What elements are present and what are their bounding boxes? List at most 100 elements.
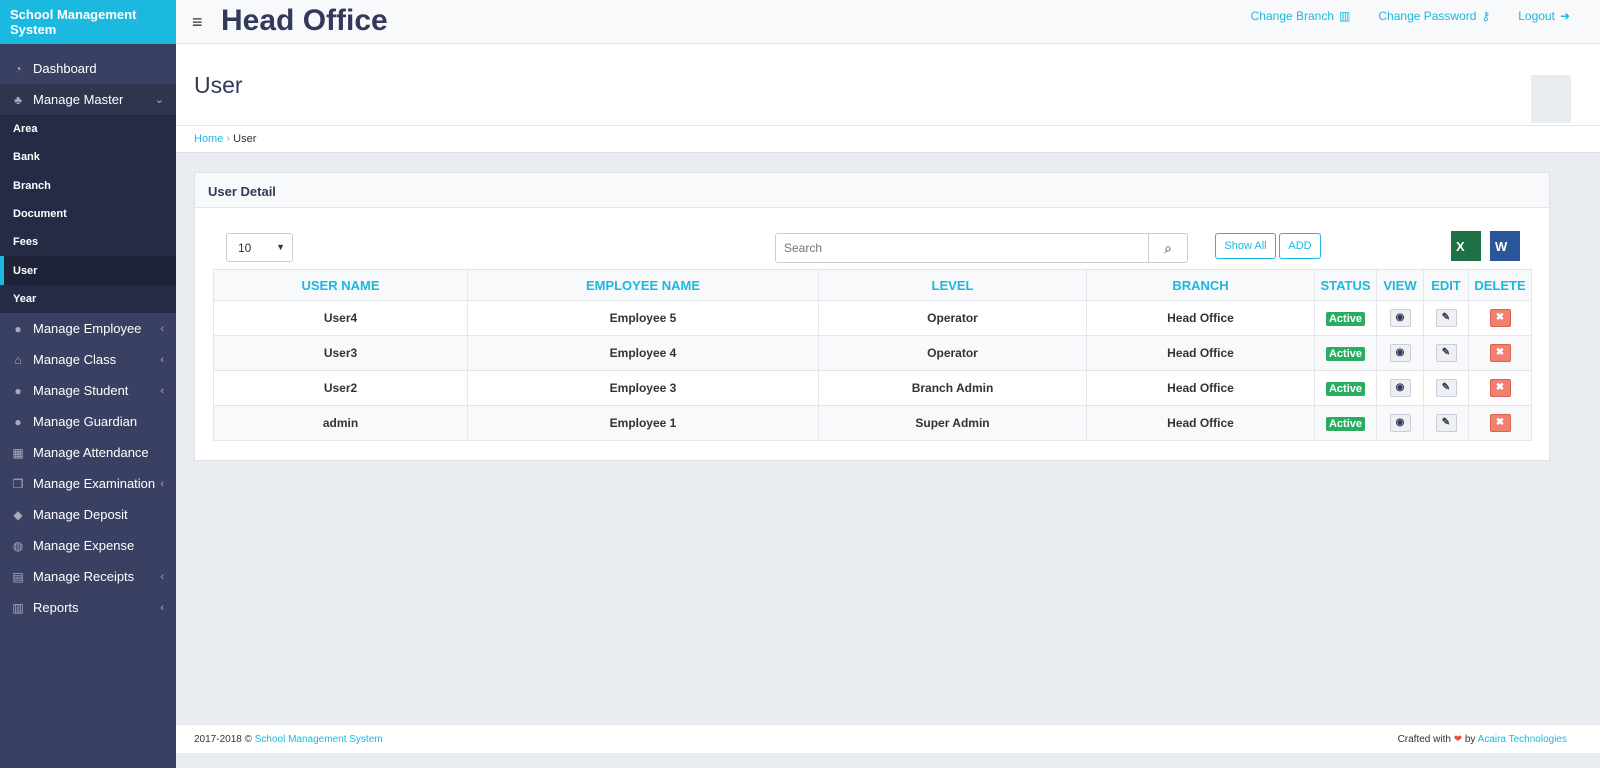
show-all-button[interactable]: Show All (1215, 233, 1276, 259)
sidebar-item-label: Manage Examination (33, 476, 156, 492)
submenu-item-branch[interactable]: Branch (13, 179, 51, 192)
delete-cell: ✖ (1468, 405, 1532, 441)
sidebar-item-reports[interactable]: ▥ Reports ‹ (0, 592, 176, 623)
edit-button[interactable]: ✎ (1435, 344, 1457, 362)
sidebar-item-label: Manage Class (33, 352, 117, 368)
page-header: User (176, 44, 1600, 126)
sitemap-icon: ♣ (14, 92, 22, 107)
system-link[interactable]: School Management System (254, 734, 383, 745)
status-badge: Active (1325, 347, 1366, 361)
eye-icon: ◉ (1395, 382, 1405, 393)
delete-button[interactable]: ✖ (1489, 344, 1511, 362)
sidebar-item-manage-master[interactable]: ♣ Manage Master ⌄ (0, 84, 176, 115)
sidebar-item-manage-receipts[interactable]: ▤ Manage Receipts ‹ (0, 561, 176, 592)
sidebar-item-manage-examination[interactable]: ❐ Manage Examination ‹ (0, 468, 176, 499)
submenu-item-year[interactable]: Year (13, 292, 37, 305)
sidebar-nav: ◔ Dashboard ♣ Manage Master ⌄ Area Bank Branch D… (0, 53, 176, 623)
sidebar-item-manage-student[interactable]: ● Manage Student ‹ (0, 375, 176, 406)
sidebar-item-dashboard[interactable]: ◔ Dashboard (0, 53, 176, 84)
submenu-item-fees[interactable]: Fees (13, 236, 39, 249)
sidebar-item-manage-guardian[interactable]: ● Manage Guardian (0, 406, 176, 437)
money-icon: ◍ (12, 538, 24, 553)
column-header[interactable]: STATUS (1314, 269, 1377, 301)
edit-button[interactable]: ✎ (1435, 309, 1457, 327)
search-input[interactable] (776, 234, 1148, 262)
employee-name-cell: Employee 4 (467, 335, 819, 371)
add-button[interactable]: ADD (1279, 233, 1321, 259)
user-detail-card: User Detail 10 ▼ ⌕ Show All ADD X W USER … (194, 172, 1550, 461)
company-link[interactable]: Acaira Technologies (1477, 734, 1567, 745)
submenu-item-user[interactable]: User (0, 256, 176, 285)
column-header[interactable]: DELETE (1468, 269, 1532, 301)
level-cell: Branch Admin (818, 370, 1087, 406)
view-button[interactable]: ◉ (1389, 344, 1411, 362)
logout-icon: ➜ (1559, 9, 1570, 23)
sidebar-item-label: Dashboard (33, 61, 97, 76)
eye-icon: ◉ (1395, 312, 1405, 323)
users-icon: ● (14, 383, 22, 398)
edit-cell: ✎ (1423, 370, 1469, 406)
brand[interactable]: School Management System (0, 0, 176, 44)
logout-link[interactable]: Logout ➜ (1518, 9, 1570, 23)
change-password-link[interactable]: Change Password ⚷ (1378, 9, 1490, 23)
export-excel-icon[interactable]: X (1451, 231, 1481, 261)
column-header[interactable]: USER NAME (213, 269, 468, 301)
close-icon: ✖ (1495, 347, 1505, 358)
topbar: ≡ Head Office Change Branch ▥ Change Pass… (176, 0, 1600, 44)
table-row: User4 Employee 5 Operator Head Office Active… (213, 300, 1532, 336)
change-branch-link[interactable]: Change Branch ▥ (1251, 9, 1351, 23)
view-button[interactable]: ◉ (1389, 309, 1411, 327)
branch-cell: Head Office (1086, 300, 1315, 336)
sidebar-item-manage-attendance[interactable]: ▦ Manage Attendance (0, 437, 176, 468)
column-header[interactable]: EDIT (1423, 269, 1469, 301)
view-button[interactable]: ◉ (1389, 379, 1411, 397)
delete-button[interactable]: ✖ (1489, 414, 1511, 432)
home-icon: ⌂ (14, 352, 22, 367)
close-icon: ✖ (1495, 312, 1505, 323)
table-row: User2 Employee 3 Branch Admin Head Office Ac… (213, 370, 1532, 406)
logout-label: Logout (1518, 9, 1555, 23)
column-header[interactable]: LEVEL (818, 269, 1087, 301)
submenu-item-area[interactable]: Area (13, 123, 38, 136)
column-header[interactable]: VIEW (1376, 269, 1424, 301)
submenu-item-document[interactable]: Document (13, 208, 67, 221)
pencil-icon: ✎ (1441, 347, 1451, 358)
close-icon: ✖ (1495, 417, 1505, 428)
view-cell: ◉ (1376, 370, 1424, 406)
file-icon: ▤ (12, 569, 24, 584)
status-cell: Active (1314, 300, 1377, 336)
edit-button[interactable]: ✎ (1435, 414, 1457, 432)
delete-button[interactable]: ✖ (1489, 309, 1511, 327)
delete-cell: ✖ (1468, 335, 1532, 371)
manage-master-submenu: Area Bank Branch Document Fees User Year (0, 115, 176, 314)
breadcrumb-home[interactable]: Home (194, 133, 224, 145)
edit-button[interactable]: ✎ (1435, 379, 1457, 397)
key-icon: ⚷ (1481, 9, 1491, 23)
view-button[interactable]: ◉ (1389, 414, 1411, 432)
sidebar-item-manage-class[interactable]: ⌂ Manage Class ‹ (0, 344, 176, 375)
column-header[interactable]: BRANCH (1086, 269, 1315, 301)
menu-toggle-icon[interactable]: ≡ (192, 12, 203, 32)
employee-name-cell: Employee 3 (467, 370, 819, 406)
sidebar-item-manage-deposit[interactable]: ◆ Manage Deposit (0, 499, 176, 530)
chevron-icon: ‹ (160, 322, 164, 335)
user-name-cell: User3 (213, 335, 468, 371)
user-table: USER NAME EMPLOYEE NAME LEVEL BRANCH STATUS V… (213, 269, 1532, 441)
table-row: admin Employee 1 Super Admin Head Office Act… (213, 405, 1532, 441)
status-cell: Active (1314, 405, 1377, 441)
chevron-icon: ‹ (160, 570, 164, 583)
delete-button[interactable]: ✖ (1489, 379, 1511, 397)
page-size-select[interactable]: 10 ▼ (226, 233, 293, 262)
user-name-cell: User4 (213, 300, 468, 336)
column-header[interactable]: EMPLOYEE NAME (467, 269, 819, 301)
edit-cell: ✎ (1423, 405, 1469, 441)
pencil-icon: ✎ (1441, 382, 1451, 393)
submenu-item-bank[interactable]: Bank (13, 151, 40, 164)
table-row: User3 Employee 4 Operator Head Office Active… (213, 335, 1532, 371)
sidebar-item-manage-employee[interactable]: ● Manage Employee ‹ (0, 313, 176, 344)
crafted-text: Crafted with (1397, 734, 1451, 745)
sidebar-item-manage-expense[interactable]: ◍ Manage Expense (0, 530, 176, 561)
sidebar-item-label: Manage Receipts (33, 569, 135, 585)
export-word-icon[interactable]: W (1490, 231, 1520, 261)
search-button[interactable]: ⌕ (1148, 234, 1187, 262)
